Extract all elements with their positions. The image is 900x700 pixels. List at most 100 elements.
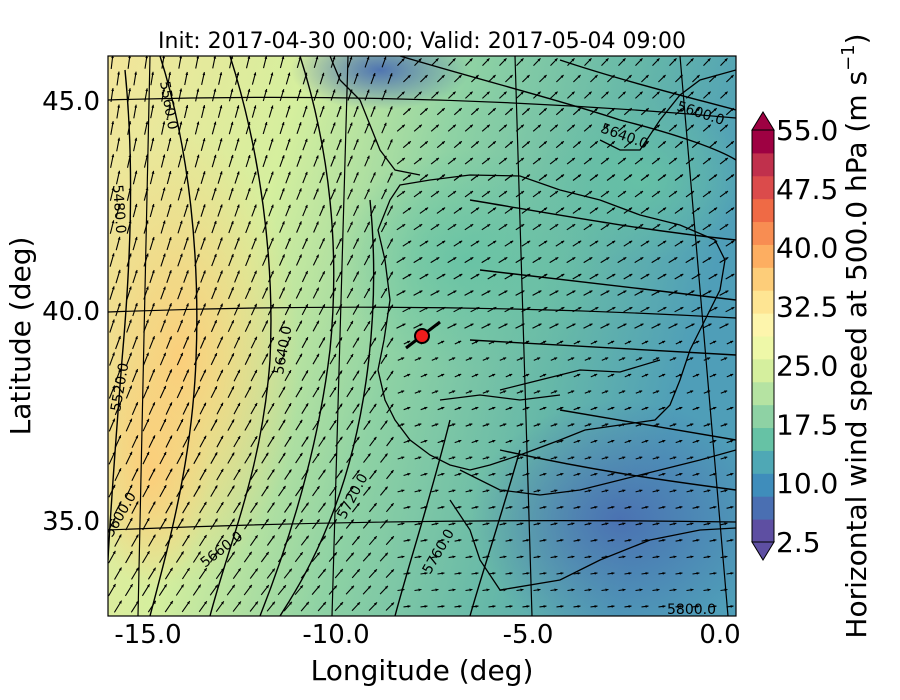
wind-vector-head — [605, 390, 609, 394]
wind-vector-head — [356, 205, 359, 209]
wind-vector-head — [714, 240, 718, 244]
wind-vector-head — [231, 386, 234, 390]
wind-vector-head — [475, 472, 479, 476]
wind-vector-head — [356, 370, 360, 374]
wind-vector-head — [526, 373, 530, 377]
wind-vector-head — [492, 340, 496, 344]
wind-vector-head — [594, 439, 598, 443]
wind-vector-head — [214, 485, 218, 489]
wind-vector-head — [543, 605, 547, 608]
wind-vector-head — [384, 288, 387, 292]
wind-vector-head — [611, 472, 615, 476]
wind-vector-head — [408, 240, 412, 244]
wind-vector-head — [367, 288, 370, 292]
wind-vector-head — [555, 224, 559, 227]
wind-vector-head — [168, 171, 172, 175]
wind-vector-head — [696, 174, 700, 178]
wind-vector-head — [151, 237, 155, 241]
wind-vector-head — [662, 472, 666, 476]
wind-vector-head — [470, 224, 474, 227]
wind-vector-head — [577, 174, 581, 178]
wind-vector-head — [287, 72, 291, 76]
wind-vector-head — [560, 174, 564, 178]
wind-vector-head — [384, 420, 388, 424]
wind-vector-head — [663, 307, 667, 310]
colorbar-ticks: 55.0 47.5 40.0 32.5 25.0 17.5 10.0 2.5 — [776, 114, 838, 559]
wind-vector-head — [237, 469, 241, 473]
wind-vector-head — [554, 489, 558, 493]
wind-vector-head — [622, 58, 626, 62]
wind-vector-head — [407, 340, 411, 344]
wind-vector-head — [163, 452, 167, 456]
wind-vector-head — [282, 552, 286, 556]
wind-vector-head — [237, 336, 240, 340]
wind-vector-head — [288, 403, 292, 407]
wind-vector-head — [316, 287, 319, 291]
wind-vector-head — [554, 456, 558, 460]
wind-vector-head — [606, 257, 610, 261]
wind-vector-head — [197, 419, 200, 423]
wind-vector-head — [315, 89, 319, 93]
wind-vector-head — [594, 572, 598, 575]
wind-vector-head — [520, 191, 524, 194]
wind-vector-head — [203, 402, 206, 406]
wind-vector-head — [537, 423, 541, 427]
wind-vector-head — [299, 386, 303, 390]
wind-vector-head — [316, 519, 320, 523]
wind-vector-head — [265, 353, 268, 357]
wind-vector-head — [305, 337, 308, 341]
wind-vector-head — [282, 452, 286, 456]
wind-vector-head — [162, 154, 166, 158]
wind-vector-head — [248, 353, 251, 357]
wind-vector-head — [662, 439, 666, 443]
wind-vector-head — [453, 323, 457, 327]
wind-vector-head — [537, 555, 541, 559]
wind-vector-head — [645, 373, 649, 377]
wind-vector-head — [436, 290, 440, 294]
wind-vector-head — [219, 204, 223, 208]
wind-vector-head — [384, 354, 388, 358]
x-axis-label: Longitude (deg) — [311, 654, 534, 687]
wind-vector-head — [673, 357, 677, 361]
contour-label: 5480.0 — [109, 184, 128, 234]
wind-vector-head — [350, 519, 354, 523]
wind-vector-head — [492, 174, 496, 178]
wind-vector-head — [673, 157, 677, 161]
wind-vector-head — [611, 538, 615, 542]
wind-vector-head — [520, 423, 524, 427]
wind-vector-head — [503, 456, 507, 460]
wind-vector-head — [134, 270, 138, 274]
wind-vector-head — [509, 472, 513, 476]
wind-vector-head — [713, 605, 717, 608]
wind-vector-head — [475, 406, 479, 410]
wind-vector-head — [419, 323, 423, 327]
wind-vector-head — [152, 567, 156, 571]
wind-vector-head — [185, 237, 189, 241]
x-tick-label: 0.0 — [699, 620, 740, 650]
wind-vector-head — [588, 191, 592, 194]
wind-vector-head — [213, 121, 217, 125]
wind-vector-head — [214, 518, 218, 522]
wind-vector-head — [458, 439, 462, 443]
wind-vector-head — [543, 472, 547, 476]
wind-vector-head — [725, 224, 729, 227]
wind-vector-head — [645, 75, 649, 78]
wind-vector-head — [236, 105, 240, 109]
x-tick-label: -15.0 — [114, 620, 181, 650]
wind-vector-head — [679, 439, 683, 443]
wind-vector-head — [186, 468, 190, 472]
wind-vector-head — [594, 472, 598, 476]
wind-vector-head — [220, 535, 224, 539]
wind-vector-head — [254, 336, 257, 340]
wind-vector-head — [521, 290, 525, 294]
wind-vector-head — [707, 58, 711, 62]
wind-vector-head — [339, 304, 342, 308]
wind-vector-head — [487, 290, 491, 294]
wind-vector-head — [355, 172, 359, 176]
wind-vector-head — [731, 274, 735, 277]
wind-vector-head — [724, 91, 728, 95]
wind-vector-head — [281, 221, 285, 225]
wind-vector-head — [679, 472, 683, 476]
wind-vector-head — [526, 439, 530, 443]
wind-vector-head — [390, 602, 394, 606]
